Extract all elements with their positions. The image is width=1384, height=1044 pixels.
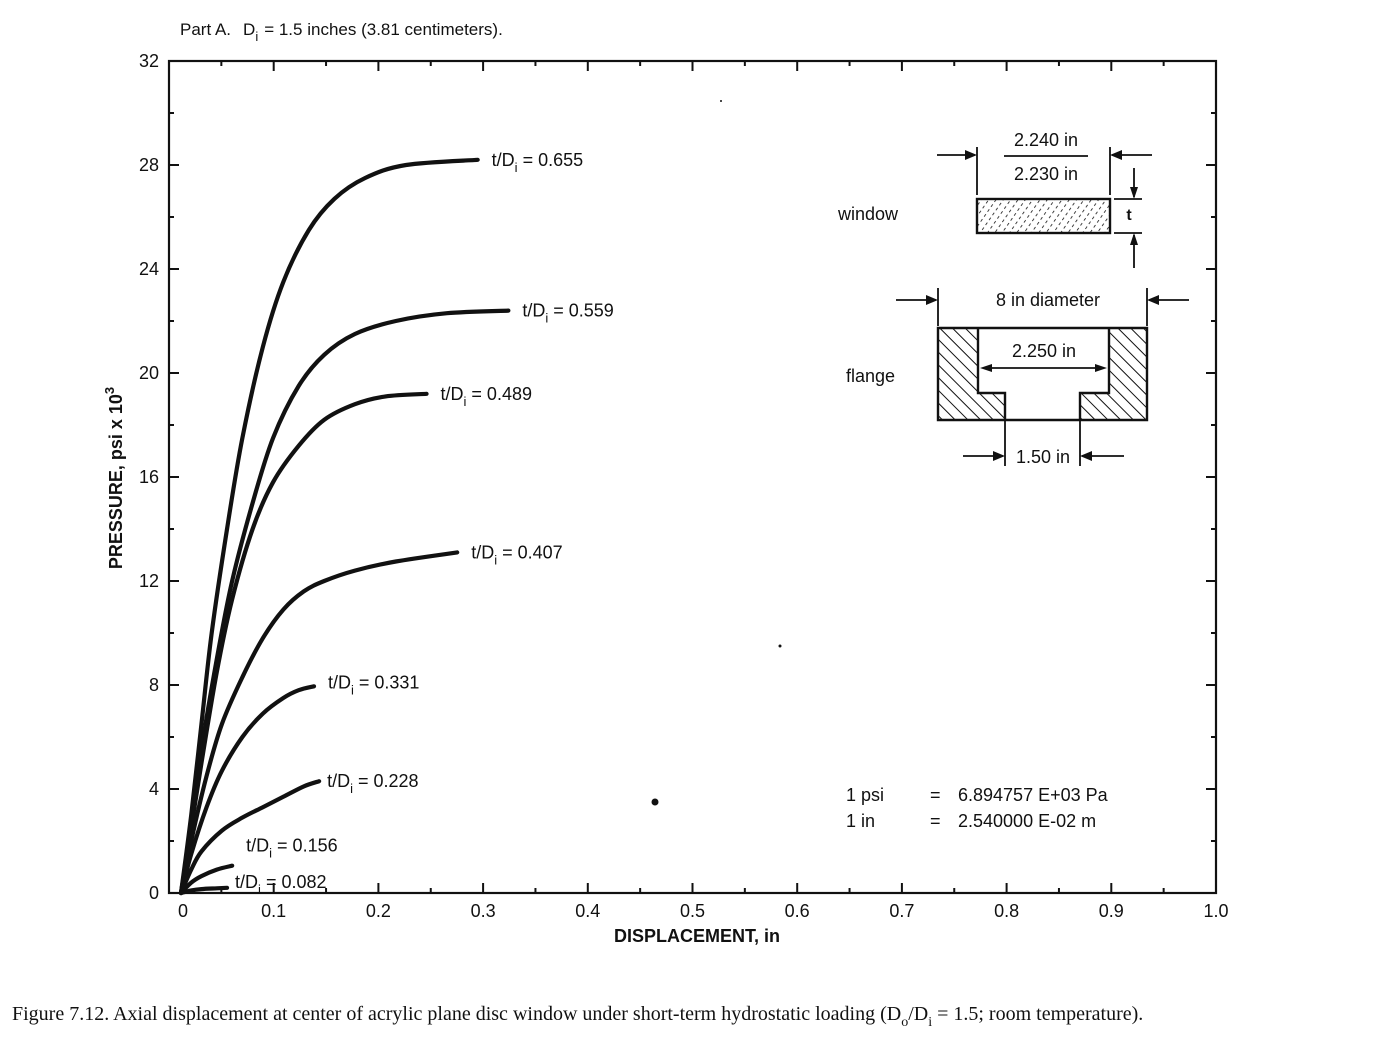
x-tick-label: 0.8 [994,901,1019,921]
y-tick-label: 20 [139,363,159,383]
series-label: t/Di = 0.228 [327,771,418,796]
x-tick-label: 0.4 [575,901,600,921]
series-label: t/Di = 0.655 [492,150,583,175]
series-label: t/Di = 0.156 [246,836,337,861]
window-arrowhead-right [1110,150,1122,160]
x-tick-label: 0.3 [471,901,496,921]
conversion-unit-1: 1 psi [846,785,884,805]
x-tick-label: 0.5 [680,901,705,921]
x-tick-label: 0.7 [889,901,914,921]
flange-inner-arrowhead-left [980,364,992,372]
plot-border [167,59,1218,895]
flange-inner-label: 2.250 in [1012,341,1076,361]
figure-caption: Figure 7.12. Axial displacement at cente… [12,1003,1143,1030]
y-tick-label: 0 [149,883,159,903]
series-label: t/Di = 0.082 [235,872,326,897]
series-label: t/Di = 0.489 [441,384,532,409]
conversion-eq-1: = [930,785,941,805]
y-tick-label: 12 [139,571,159,591]
window-arrowhead-left [965,150,977,160]
window-diagram: window 2.240 in 2.230 in t [837,130,1152,268]
flange-hole-arrowhead-left [993,451,1005,461]
conversion-unit-2: 1 in [846,811,875,831]
window-t-arrowhead-bottom [1130,233,1138,245]
flange-arrowhead-left [926,295,938,305]
window-dim-top: 2.240 in [1014,130,1078,150]
window-t-arrowhead-top [1130,187,1138,199]
series-label: t/Di = 0.331 [328,672,419,697]
flange-inner-arrowhead-right [1095,364,1107,372]
x-tick-label: 0.1 [261,901,286,921]
series-line [178,779,322,896]
flange-hole-label: 1.50 in [1016,447,1070,467]
x-tick-label: 0.2 [366,901,391,921]
series-line [178,863,235,896]
tick-labels: 0 0.1 0.2 0.3 0.4 0.5 0.6 0.7 0.8 0.9 1.0 0 4 8 12 16 20… [139,51,1229,921]
axis-ticks [168,60,1217,894]
series-line [178,684,317,896]
y-tick-label: 8 [149,675,159,695]
conversion-table: 1 psi = 6.894757 E+03 Pa 1 in = 2.540000… [846,785,1109,831]
conversion-value-1: 6.894757 E+03 Pa [958,785,1109,805]
y-tick-label: 4 [149,779,159,799]
series-line [178,885,230,896]
series-label: t/Di = 0.407 [471,542,562,567]
data-curves [178,157,511,896]
part-title: Part A. Di = 1.5 inches (3.81 centimeters)… [180,20,503,44]
flange-diagram: flange 8 in diameter 2.250 in 1.50 in [846,288,1189,467]
series-label: t/Di = 0.559 [522,301,613,326]
window-t-label: t [1126,207,1132,224]
y-tick-label: 32 [139,51,159,71]
curve-labels: t/Di = 0.655 t/Di = 0.559 t/Di = 0.489 t/Di = 0… [235,150,614,897]
y-tick-label: 16 [139,467,159,487]
plot-frame [167,59,1218,895]
conversion-value-2: 2.540000 E-02 m [958,811,1096,831]
x-tick-label: 0.9 [1099,901,1124,921]
y-axis-title: PRESSURE, psi x 103 [102,387,126,569]
window-label: window [837,204,899,224]
window-disc [975,197,1112,235]
series-line [178,391,429,896]
window-dim-bottom: 2.230 in [1014,164,1078,184]
conversion-eq-2: = [930,811,941,831]
x-tick-label: 0 [178,901,188,921]
flange-diameter-label: 8 in diameter [996,290,1100,310]
flange-arrowhead-right [1147,295,1159,305]
flange-hole-arrowhead-right [1080,451,1092,461]
y-tick-label: 24 [139,259,159,279]
y-tick-label: 28 [139,155,159,175]
x-tick-label: 1.0 [1203,901,1228,921]
x-axis-title: DISPLACEMENT, in [614,926,780,946]
flange-label: flange [846,366,895,386]
series-line [178,550,460,896]
scan-speck [720,100,722,102]
scan-speck [651,798,659,806]
series-line [178,157,480,896]
x-tick-label: 0.6 [785,901,810,921]
scan-speck [778,644,782,648]
